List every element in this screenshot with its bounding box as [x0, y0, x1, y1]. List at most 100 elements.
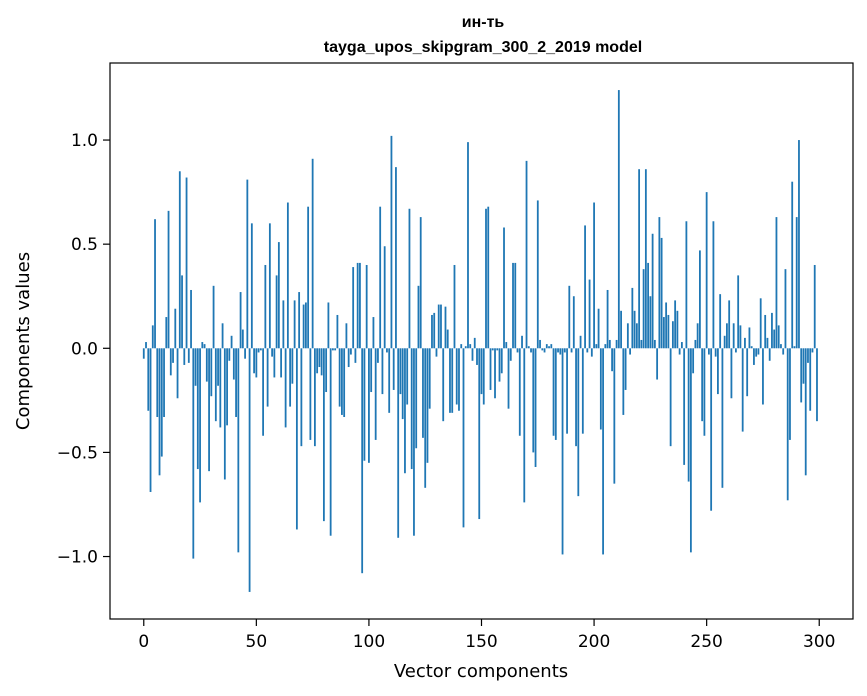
- bar-278: [768, 348, 771, 361]
- bar-93: [352, 267, 355, 349]
- bar-26: [201, 342, 204, 349]
- bar-111: [392, 348, 395, 390]
- bar-237: [676, 310, 679, 349]
- bar-97: [361, 348, 364, 574]
- bar-128: [431, 314, 433, 349]
- bar-287: [789, 348, 791, 440]
- bar-145: [469, 344, 472, 349]
- bar-69: [298, 292, 301, 349]
- x-tick-label: 150: [465, 632, 497, 652]
- bar-273: [757, 348, 760, 355]
- bar-140: [458, 348, 460, 411]
- bar-177: [541, 348, 544, 351]
- bar-78: [318, 348, 321, 368]
- bar-18: [183, 348, 186, 365]
- bar-45: [244, 348, 246, 359]
- bar-206: [606, 289, 609, 349]
- bar-153: [487, 206, 490, 349]
- bar-101: [370, 348, 373, 393]
- y-tick-label: −1.0: [57, 548, 98, 568]
- bar-159: [500, 348, 503, 374]
- bar-83: [329, 348, 332, 536]
- bar-95: [356, 262, 359, 349]
- bar-123: [419, 217, 422, 349]
- bar-216: [629, 348, 631, 355]
- bar-23: [194, 348, 197, 386]
- bar-214: [624, 348, 627, 390]
- bar-66: [291, 348, 294, 384]
- bar-35: [221, 323, 224, 349]
- x-axis-label: Vector components: [394, 661, 568, 682]
- y-axis-ticks: −1.0 −0.5 0.0 0.5 1.0: [57, 131, 110, 568]
- bar-70: [300, 348, 303, 447]
- y-axis-label: Components values: [13, 252, 34, 430]
- bar-243: [689, 348, 692, 553]
- bar-50: [255, 348, 258, 378]
- bar-161: [505, 342, 508, 349]
- bar-87: [338, 348, 341, 407]
- bar-125: [424, 348, 427, 488]
- bar-16: [178, 171, 181, 349]
- bar-294: [804, 348, 807, 476]
- bar-151: [482, 348, 485, 405]
- bar-51: [257, 348, 260, 353]
- bars-group: [142, 90, 818, 592]
- bar-118: [408, 208, 411, 349]
- bar-59: [275, 275, 278, 349]
- bar-171: [527, 346, 530, 349]
- bar-135: [446, 329, 449, 349]
- bar-205: [604, 344, 607, 349]
- bar-7: [158, 348, 161, 476]
- bar-92: [350, 348, 352, 355]
- bar-60: [277, 242, 280, 349]
- bar-194: [579, 335, 582, 349]
- bar-198: [588, 279, 591, 349]
- bar-14: [174, 308, 177, 349]
- bar-39: [230, 335, 233, 349]
- bar-42: [237, 348, 240, 553]
- bar-195: [581, 348, 584, 434]
- chart-title: ин-ть: [462, 14, 505, 31]
- bar-90: [345, 323, 348, 349]
- bar-241: [685, 221, 688, 349]
- bar-168: [521, 335, 523, 349]
- bar-74: [309, 348, 312, 440]
- bar-193: [577, 348, 580, 497]
- bar-212: [620, 310, 622, 349]
- bar-196: [584, 225, 586, 349]
- bar-236: [674, 300, 677, 349]
- bar-40: [232, 348, 235, 380]
- bar-117: [406, 348, 409, 405]
- x-axis-ticks: 0 50 100 150 200 250 300: [138, 619, 835, 652]
- bar-297: [811, 348, 814, 353]
- bar-264: [737, 275, 740, 349]
- bar-284: [782, 348, 785, 355]
- bar-270: [750, 346, 753, 349]
- bar-221: [640, 339, 643, 349]
- bar-15: [176, 348, 179, 399]
- bar-289: [793, 346, 796, 349]
- bar-132: [440, 304, 442, 349]
- x-tick-label: 200: [578, 632, 610, 652]
- bar-79: [320, 348, 323, 376]
- bar-268: [746, 348, 749, 397]
- bar-260: [728, 300, 731, 349]
- bar-254: [714, 348, 717, 357]
- bar-274: [759, 298, 762, 349]
- bar-192: [575, 348, 577, 447]
- bar-12: [169, 348, 172, 376]
- bar-231: [662, 317, 665, 349]
- bar-275: [762, 348, 764, 405]
- bar-277: [766, 337, 769, 349]
- bar-178: [543, 348, 546, 353]
- bar-27: [203, 344, 206, 349]
- bar-207: [608, 339, 611, 349]
- bar-71: [302, 304, 305, 349]
- bar-11: [167, 210, 170, 349]
- bar-298: [813, 264, 816, 349]
- bar-149: [478, 348, 481, 520]
- bar-230: [660, 237, 663, 349]
- bar-6: [156, 348, 159, 418]
- bar-245: [694, 339, 697, 349]
- bar-238: [678, 348, 681, 355]
